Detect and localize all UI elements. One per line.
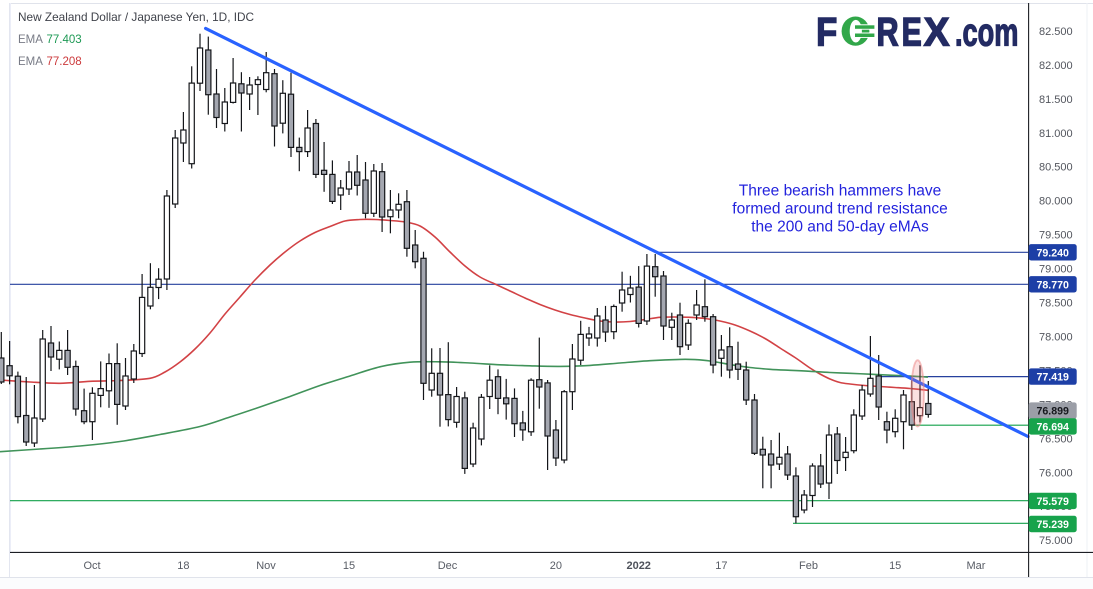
svg-text:80.000: 80.000 xyxy=(1039,196,1073,208)
svg-text:Dec: Dec xyxy=(438,560,458,572)
svg-text:82.500: 82.500 xyxy=(1039,26,1073,38)
svg-text:R: R xyxy=(877,10,899,54)
svg-text:the 200 and 50-day eMAs: the 200 and 50-day eMAs xyxy=(751,219,929,236)
svg-text:15: 15 xyxy=(343,560,355,572)
svg-text:81.500: 81.500 xyxy=(1039,94,1073,106)
svg-text:77.419: 77.419 xyxy=(1036,372,1069,384)
svg-text:18: 18 xyxy=(177,560,189,572)
svg-text:79.000: 79.000 xyxy=(1039,264,1073,276)
svg-text:EMA: EMA xyxy=(18,56,43,68)
svg-text:E: E xyxy=(902,10,922,54)
svg-text:Three bearish hammers have: Three bearish hammers have xyxy=(739,183,941,200)
svg-text:Mar: Mar xyxy=(967,560,986,572)
svg-text:75.239: 75.239 xyxy=(1036,519,1069,531)
svg-text:76.899: 76.899 xyxy=(1036,406,1069,418)
svg-text:79.240: 79.240 xyxy=(1036,247,1069,259)
svg-text:77.403: 77.403 xyxy=(47,34,82,46)
svg-text:X: X xyxy=(924,10,950,54)
svg-text:78.000: 78.000 xyxy=(1039,332,1073,344)
svg-text:New Zealand Dollar / Japanese: New Zealand Dollar / Japanese Yen, 1D, I… xyxy=(18,10,255,24)
svg-text:20: 20 xyxy=(550,560,562,572)
svg-text:75.579: 75.579 xyxy=(1036,496,1069,508)
svg-text:81.000: 81.000 xyxy=(1039,128,1073,140)
svg-text:78.770: 78.770 xyxy=(1036,279,1069,291)
svg-text:.com: .com xyxy=(955,11,1018,54)
svg-text:76.694: 76.694 xyxy=(1036,421,1069,433)
svg-text:EMA: EMA xyxy=(18,34,43,46)
svg-text:formed around trend resistance: formed around trend resistance xyxy=(732,201,947,218)
svg-text:2022: 2022 xyxy=(626,560,650,572)
svg-text:15: 15 xyxy=(889,560,901,572)
svg-text:77.208: 77.208 xyxy=(47,56,82,68)
svg-text:Nov: Nov xyxy=(256,560,276,572)
svg-text:Oct: Oct xyxy=(83,560,100,572)
svg-text:76.500: 76.500 xyxy=(1039,433,1073,445)
svg-text:75.000: 75.000 xyxy=(1039,535,1073,547)
svg-text:F: F xyxy=(816,10,837,54)
svg-text:17: 17 xyxy=(715,560,727,572)
svg-text:78.500: 78.500 xyxy=(1039,298,1073,310)
svg-text:76.000: 76.000 xyxy=(1039,467,1073,479)
svg-text:Feb: Feb xyxy=(799,560,818,572)
svg-text:82.000: 82.000 xyxy=(1039,60,1073,72)
svg-text:79.500: 79.500 xyxy=(1039,230,1073,242)
svg-text:80.500: 80.500 xyxy=(1039,162,1073,174)
